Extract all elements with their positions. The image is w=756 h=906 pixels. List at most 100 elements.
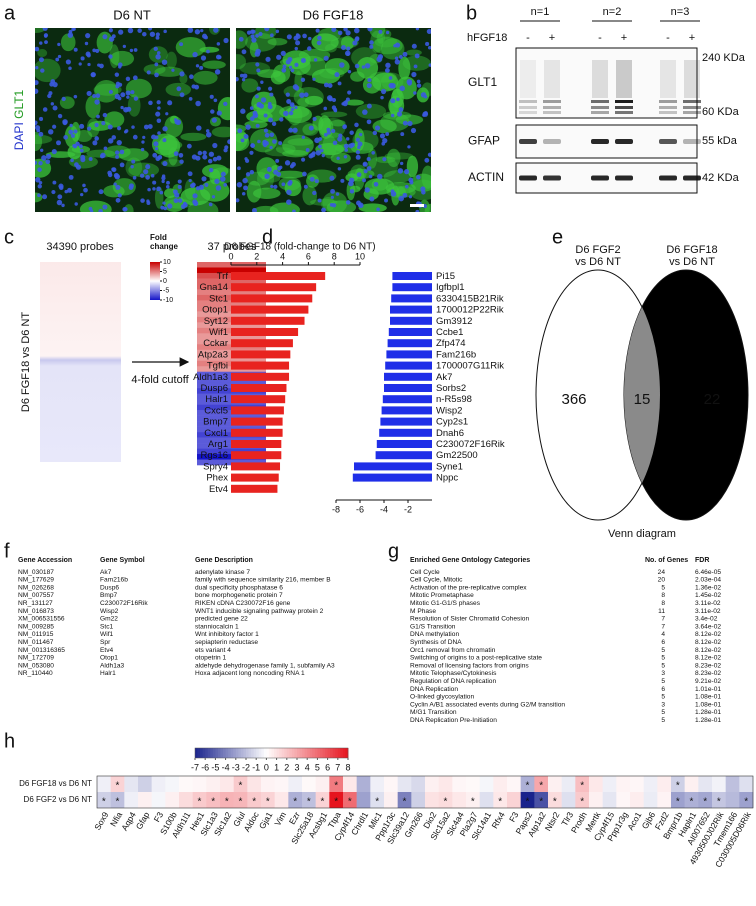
glt1-signal bbox=[217, 96, 230, 121]
table-cell: 7 bbox=[661, 623, 665, 630]
colorbar-segment bbox=[228, 748, 232, 758]
dapi-nucleus bbox=[65, 59, 71, 65]
dapi-nucleus bbox=[201, 176, 207, 182]
dapi-nucleus bbox=[288, 110, 294, 116]
column-label: Ntsr2 bbox=[543, 810, 562, 833]
dapi-nucleus bbox=[210, 109, 215, 114]
glt1-signal bbox=[35, 134, 53, 145]
dapi-nucleus bbox=[337, 81, 342, 86]
dapi-nucleus bbox=[316, 40, 322, 46]
dapi-nucleus bbox=[359, 132, 363, 137]
heat-cell bbox=[233, 776, 248, 792]
glt1-signal bbox=[94, 79, 119, 103]
dapi-nucleus bbox=[200, 55, 207, 61]
dapi-nucleus bbox=[57, 54, 62, 59]
group-label: n=3 bbox=[671, 6, 690, 18]
dapi-nucleus bbox=[346, 46, 351, 51]
dapi-nucleus bbox=[157, 106, 161, 110]
dapi-nucleus bbox=[75, 141, 80, 147]
table-cell: RIKEN cDNA C230072F16 gene bbox=[195, 600, 291, 607]
dapi-nucleus bbox=[334, 72, 340, 78]
significance-mark: * bbox=[526, 781, 530, 792]
bar bbox=[231, 417, 283, 426]
dapi-nucleus bbox=[255, 34, 259, 38]
dapi-nucleus bbox=[131, 125, 135, 129]
dapi-nucleus bbox=[94, 122, 99, 128]
table-cell: M Phase bbox=[410, 608, 436, 615]
dapi-nucleus bbox=[275, 29, 280, 34]
dapi-nucleus bbox=[192, 51, 198, 58]
dapi-nucleus bbox=[215, 185, 222, 191]
dapi-nucleus bbox=[223, 148, 228, 153]
venn-count: 22 bbox=[704, 391, 721, 408]
marker-label: 60 KDa bbox=[702, 106, 740, 118]
table-cell: Stc1 bbox=[100, 623, 114, 630]
table-cell: 8.12e-02 bbox=[695, 647, 721, 654]
dapi-nucleus bbox=[42, 107, 48, 112]
category-label: C230072F16Rik bbox=[436, 439, 505, 450]
dapi-nucleus bbox=[125, 76, 131, 82]
glt1-signal bbox=[362, 76, 382, 94]
dapi-nucleus bbox=[173, 151, 179, 157]
heat-cell bbox=[138, 792, 152, 808]
dapi-nucleus bbox=[337, 167, 342, 171]
dapi-nucleus bbox=[356, 172, 362, 178]
row-label: D6 FGF18 vs D6 NT bbox=[19, 779, 92, 788]
heat-cell bbox=[329, 792, 344, 808]
treatment-sign: + bbox=[689, 32, 695, 44]
significance-mark: * bbox=[676, 781, 680, 792]
dapi-nucleus bbox=[379, 133, 386, 139]
dapi-nucleus bbox=[205, 131, 212, 138]
dapi-nucleus bbox=[413, 64, 418, 69]
category-label: Sorbs2 bbox=[436, 383, 466, 394]
dapi-nucleus bbox=[38, 131, 44, 137]
heat-cell bbox=[197, 300, 266, 307]
glt1-signal bbox=[79, 200, 112, 212]
dapi-nucleus bbox=[87, 62, 91, 67]
micrograph bbox=[35, 28, 230, 212]
bar bbox=[231, 316, 305, 325]
dapi-nucleus bbox=[246, 30, 252, 35]
heat-cell bbox=[197, 333, 266, 340]
dapi-nucleus bbox=[132, 75, 138, 81]
dapi-nucleus bbox=[202, 154, 208, 160]
dapi-nucleus bbox=[372, 130, 378, 136]
heat-cell bbox=[247, 792, 262, 808]
dapi-nucleus bbox=[68, 66, 72, 71]
dapi-nucleus bbox=[156, 51, 161, 55]
dapi-nucleus bbox=[78, 144, 83, 149]
blot-band bbox=[519, 106, 537, 109]
dapi-nucleus bbox=[42, 194, 48, 200]
dapi-nucleus bbox=[156, 100, 161, 105]
dapi-nucleus bbox=[189, 74, 194, 80]
colorbar-segment bbox=[202, 748, 206, 758]
dapi-nucleus bbox=[355, 154, 361, 160]
colorbar-segment bbox=[289, 748, 293, 758]
table-cell: 8.12e-02 bbox=[695, 655, 721, 662]
dapi-nucleus bbox=[194, 29, 201, 35]
significance-mark: * bbox=[334, 781, 338, 792]
heat-cell bbox=[261, 776, 275, 792]
heat-cell bbox=[179, 792, 193, 808]
table-cell: 4 bbox=[661, 631, 665, 638]
venn-set-label: vs D6 NT bbox=[669, 256, 715, 268]
dapi-nucleus bbox=[129, 183, 134, 189]
blot-label: GFAP bbox=[468, 134, 500, 148]
x-tick-label: 10 bbox=[355, 251, 365, 261]
dapi-nucleus bbox=[107, 124, 113, 130]
dapi-nucleus bbox=[152, 180, 157, 185]
x-tick-label: 8 bbox=[332, 251, 337, 261]
heat-cell bbox=[397, 792, 412, 808]
colorbar-segment bbox=[210, 748, 214, 758]
dapi-nucleus bbox=[286, 99, 292, 105]
table-cell: Regulation of DNA replication bbox=[410, 678, 496, 685]
significance-mark: * bbox=[116, 781, 120, 792]
dapi-nucleus bbox=[223, 101, 228, 107]
bar bbox=[386, 350, 432, 359]
dapi-nucleus bbox=[157, 131, 161, 135]
colorbar-segment bbox=[223, 748, 226, 758]
significance-mark: * bbox=[307, 797, 311, 808]
dapi-nucleus bbox=[142, 135, 146, 139]
dapi-nucleus bbox=[413, 91, 417, 95]
table-cell: 8.23e-02 bbox=[695, 670, 721, 677]
